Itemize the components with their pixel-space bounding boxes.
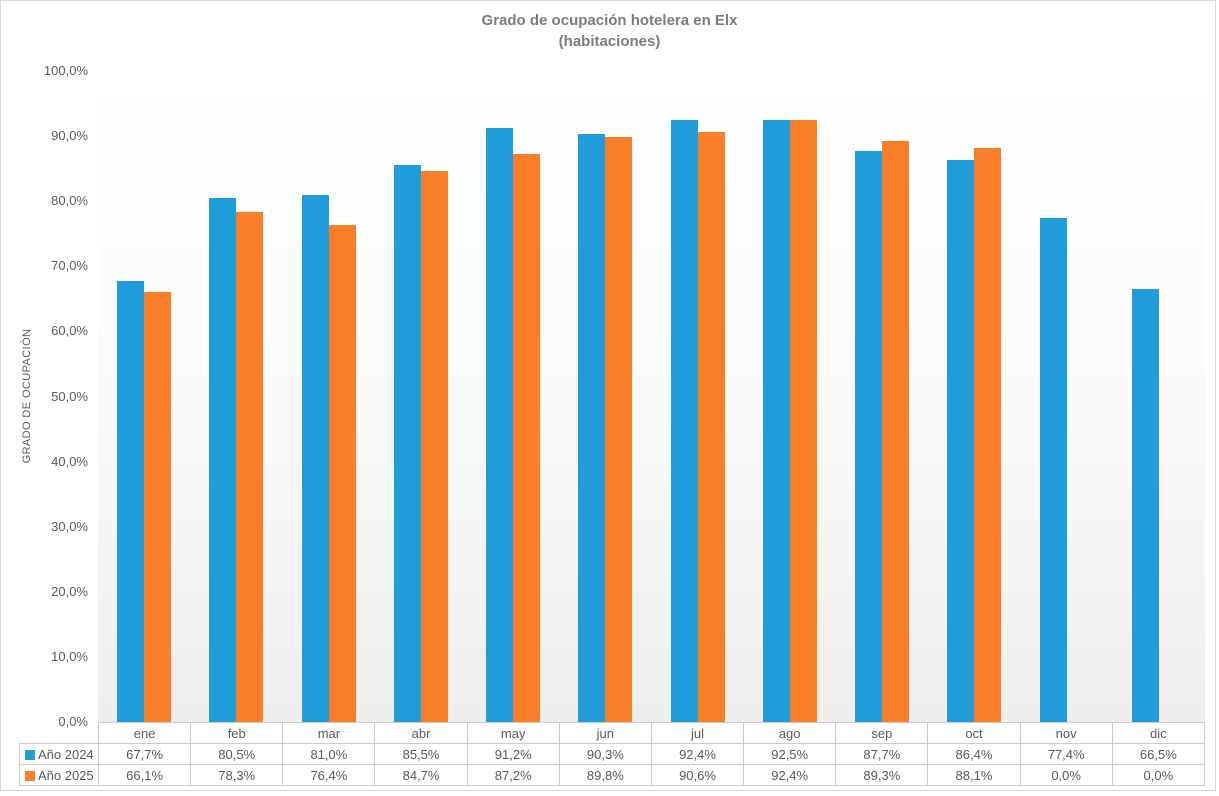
table-row-año-2025: Año 2025 66,1% 78,3% 76,4% 84,7% 87,2% 89,8% 90… xyxy=(19,764,1206,786)
month-header-jun: jun xyxy=(558,722,652,744)
y-tick-label-70: 70,0% xyxy=(51,258,88,274)
bar-año-2025-oct xyxy=(974,148,1002,722)
bar-año-2024-abr xyxy=(393,165,421,722)
chart-title-line2: (habitaciones) xyxy=(558,33,661,50)
legend-label-año-2024: Año 2024 xyxy=(38,746,94,762)
month-header-oct: oct xyxy=(927,722,1021,744)
value-cell-año-2024-jun: 90,3% xyxy=(558,743,652,765)
y-tick-label-60: 60,0% xyxy=(51,323,88,339)
bar-año-2024-jun xyxy=(578,134,606,722)
value-cell-año-2024-mar: 81,0% xyxy=(282,743,376,765)
bar-año-2025-sep xyxy=(882,140,910,722)
value-cell-año-2024-ene: 67,7% xyxy=(97,743,192,765)
bar-año-2024-mar xyxy=(301,194,329,722)
table-row-año-2024: Año 2024 67,7% 80,5% 81,0% 85,5% 91,2% 90,3% 92… xyxy=(19,743,1206,765)
bar-año-2025-ene xyxy=(144,291,172,722)
bar-año-2025-mar xyxy=(328,224,356,722)
value-cell-año-2025-feb: 78,3% xyxy=(190,764,284,786)
bar-año-2025-abr xyxy=(420,170,448,722)
value-cell-año-2024-nov: 77,4% xyxy=(1019,743,1113,765)
value-cell-año-2025-nov: 0,0% xyxy=(1019,764,1113,786)
y-tick-label-10: 10,0% xyxy=(51,648,88,664)
value-cell-año-2024-sep: 87,7% xyxy=(835,743,929,765)
value-cell-año-2024-feb: 80,5% xyxy=(190,743,284,765)
value-cell-año-2025-jul: 90,6% xyxy=(650,764,745,786)
value-cell-año-2025-dic: 0,0% xyxy=(1111,764,1206,786)
month-header-ene: ene xyxy=(97,722,192,744)
bar-año-2025-ago xyxy=(789,120,817,722)
legend-label-año-2025: Año 2025 xyxy=(38,767,94,783)
y-tick-label-90: 90,0% xyxy=(51,128,88,144)
month-header-mar: mar xyxy=(282,722,376,744)
value-cell-año-2025-mar: 76,4% xyxy=(282,764,376,786)
value-cell-año-2025-jun: 89,8% xyxy=(558,764,652,786)
month-header-abr: abr xyxy=(374,722,468,744)
bar-año-2024-ago xyxy=(762,119,790,722)
value-cell-año-2024-dic: 66,5% xyxy=(1111,743,1206,765)
value-cell-año-2025-oct: 88,1% xyxy=(927,764,1021,786)
month-header-dic: dic xyxy=(1111,722,1206,744)
month-header-nov: nov xyxy=(1019,722,1113,744)
legend-swatch-año-2024 xyxy=(25,749,35,760)
bar-año-2024-may xyxy=(486,128,514,722)
value-cell-año-2024-oct: 86,4% xyxy=(927,743,1021,765)
chart-title: Grado de ocupación hotelera en Elx (habi… xyxy=(0,10,1219,52)
bar-año-2025-may xyxy=(513,154,541,722)
table-header-row: ene feb mar abr may jun jul ago sep oct nov dic xyxy=(20,722,1206,744)
y-tick-label-100: 100,0% xyxy=(43,63,88,78)
legend-swatch-año-2025 xyxy=(25,770,35,781)
value-cell-año-2025-ene: 66,1% xyxy=(97,764,192,786)
y-tick-label-80: 80,0% xyxy=(51,193,88,209)
y-tick-label-30: 30,0% xyxy=(51,518,88,534)
y-tick-label-50: 50,0% xyxy=(51,388,88,404)
month-header-ago: ago xyxy=(743,722,837,744)
month-header-may: may xyxy=(466,722,560,744)
legend-cell-año-2025: Año 2025 xyxy=(19,764,99,786)
value-cell-año-2024-jul: 92,4% xyxy=(650,743,745,765)
y-tick-label-20: 20,0% xyxy=(51,583,88,599)
month-header-feb: feb xyxy=(190,722,284,744)
value-cell-año-2025-may: 87,2% xyxy=(466,764,560,786)
bar-año-2024-ene xyxy=(117,281,145,722)
value-cell-año-2024-abr: 85,5% xyxy=(374,743,468,765)
plot-area xyxy=(98,71,1205,722)
bar-año-2025-jul xyxy=(697,132,725,722)
bar-año-2025-jun xyxy=(605,137,633,722)
bar-año-2024-feb xyxy=(209,197,237,722)
month-header-sep: sep xyxy=(835,722,929,744)
legend-cell-año-2024: Año 2024 xyxy=(19,743,99,765)
bar-año-2024-jul xyxy=(670,120,698,722)
y-tick-label-40: 40,0% xyxy=(51,453,88,469)
data-table: ene feb mar abr may jun jul ago sep oct nov dic Año … xyxy=(19,722,1206,786)
value-cell-año-2025-abr: 84,7% xyxy=(374,764,468,786)
bar-año-2024-sep xyxy=(855,151,883,722)
chart-title-line1: Grado de ocupación hotelera en Elx xyxy=(481,12,738,29)
month-header-jul: jul xyxy=(650,722,745,744)
bar-año-2024-oct xyxy=(947,159,975,722)
table-corner-cell xyxy=(20,723,99,744)
value-cell-año-2025-sep: 89,3% xyxy=(835,764,929,786)
value-cell-año-2024-ago: 92,5% xyxy=(743,743,837,765)
bar-año-2024-nov xyxy=(1039,218,1067,722)
bar-año-2025-feb xyxy=(236,212,264,722)
y-tick-label-0: 0,0% xyxy=(58,714,88,729)
bar-año-2024-dic xyxy=(1131,289,1159,722)
value-cell-año-2024-may: 91,2% xyxy=(466,743,560,765)
value-cell-año-2025-ago: 92,4% xyxy=(743,764,837,786)
